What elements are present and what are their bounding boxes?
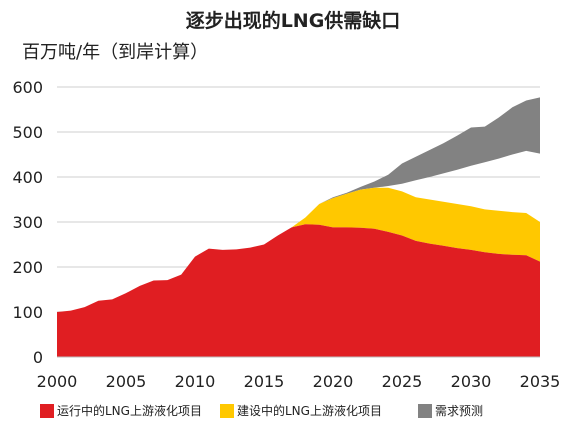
y-tick-label-0: 0 — [33, 348, 43, 367]
x-tick-label-2025: 2025 — [382, 372, 423, 391]
chart-legend: 运行中的LNG上游液化项目 建设中的LNG上游液化项目 需求预测 — [40, 402, 580, 426]
legend-label-demand-forecast: 需求预测 — [435, 404, 484, 418]
x-tick-label-2035: 2035 — [520, 372, 561, 391]
y-axis-unit-label: 百万吨/年（到岸计算） — [22, 42, 209, 63]
legend-item-under-construction: 建设中的LNG上游液化项目 — [220, 402, 382, 419]
legend-swatch-under-construction — [220, 403, 234, 418]
area-operating — [57, 224, 540, 357]
legend-label-under-construction: 建设中的LNG上游液化项目 — [237, 404, 382, 418]
legend-item-demand-forecast: 需求预测 — [418, 402, 483, 419]
area-demand-forecast — [319, 97, 540, 204]
y-tick-label-400: 400 — [12, 168, 43, 187]
x-tick-label-2005: 2005 — [106, 372, 147, 391]
chart-title: 逐步出现的LNG供需缺口 — [185, 10, 401, 32]
y-tick-label-600: 600 — [12, 78, 43, 97]
y-tick-label-500: 500 — [12, 123, 43, 142]
legend-swatch-operating — [40, 403, 54, 418]
x-tick-label-2030: 2030 — [451, 372, 492, 391]
y-tick-label-100: 100 — [12, 303, 43, 322]
x-tick-label-2000: 2000 — [37, 372, 78, 391]
area-under-construction — [291, 187, 540, 262]
y-tick-label-300: 300 — [12, 213, 43, 232]
legend-swatch-demand-forecast — [418, 403, 432, 418]
legend-label-operating: 运行中的LNG上游液化项目 — [57, 404, 202, 418]
y-tick-label-200: 200 — [12, 258, 43, 277]
x-tick-label-2010: 2010 — [175, 372, 216, 391]
x-tick-label-2020: 2020 — [313, 372, 354, 391]
legend-item-operating: 运行中的LNG上游液化项目 — [40, 402, 202, 419]
x-tick-label-2015: 2015 — [244, 372, 285, 391]
